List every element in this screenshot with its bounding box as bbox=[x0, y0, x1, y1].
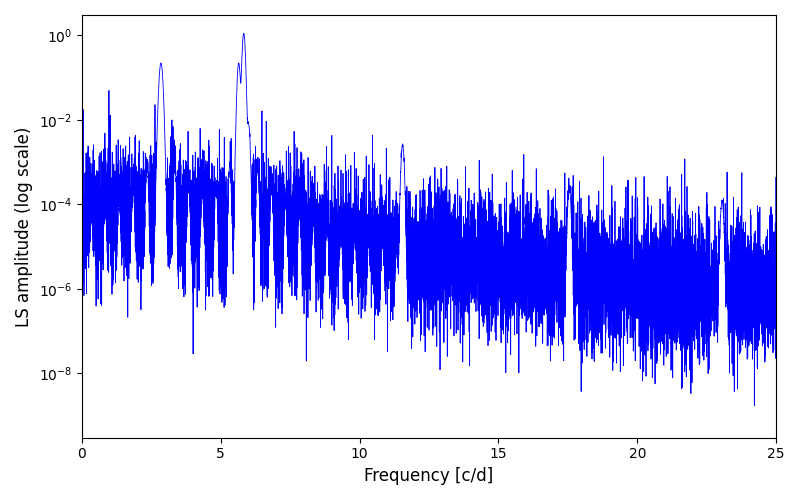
Y-axis label: LS amplitude (log scale): LS amplitude (log scale) bbox=[15, 126, 33, 326]
X-axis label: Frequency [c/d]: Frequency [c/d] bbox=[364, 467, 494, 485]
